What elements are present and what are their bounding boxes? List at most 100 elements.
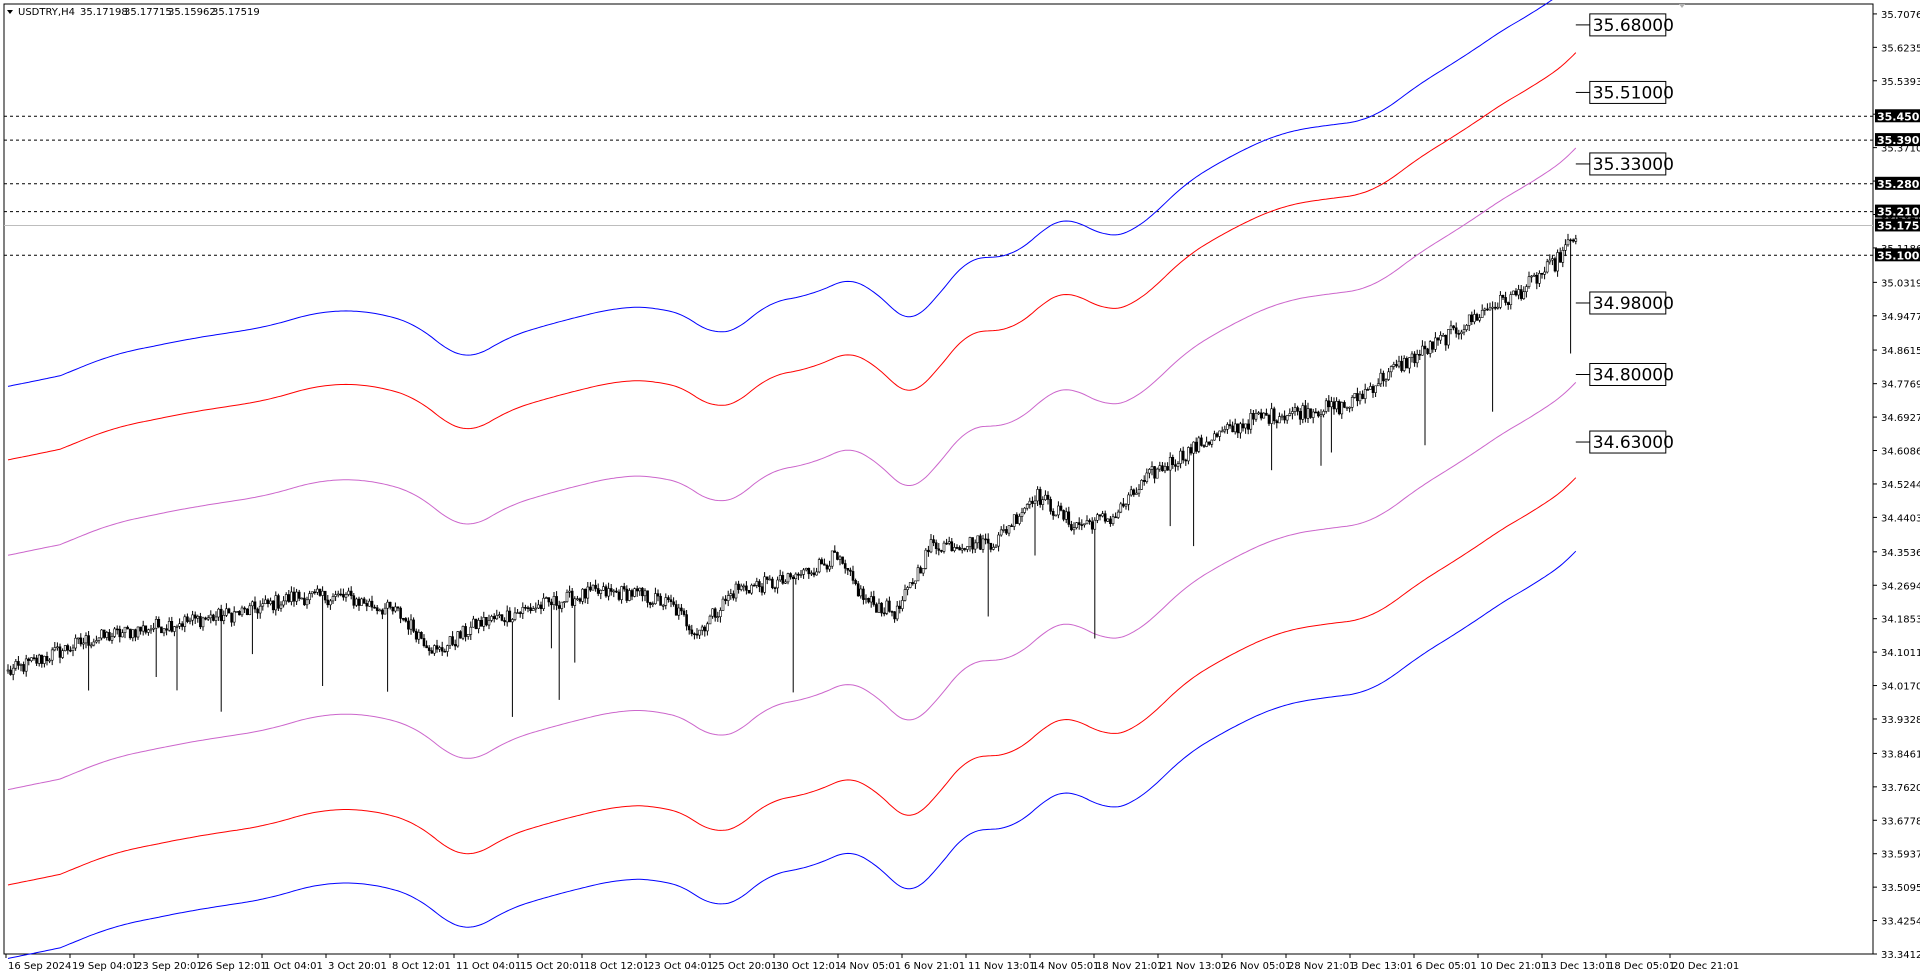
candle-body (781, 575, 785, 584)
candle-body (1215, 433, 1219, 437)
candle-body (877, 602, 881, 613)
candle-body (807, 567, 811, 575)
band-label-text: 34.80000 (1593, 365, 1674, 385)
candle-body (799, 574, 803, 576)
candle-body (422, 638, 426, 647)
candle-body (1150, 466, 1154, 470)
candle-body (521, 606, 525, 614)
candle-body (1405, 358, 1409, 369)
candle-body (1280, 415, 1284, 418)
candle-body (399, 607, 402, 619)
candle-body (9, 669, 12, 675)
candle-body (1486, 308, 1489, 311)
candle-body (776, 579, 779, 589)
candle-body (1343, 402, 1346, 408)
candle-body (656, 593, 660, 597)
candle-body (890, 611, 894, 613)
band-price-labels: 35.68000 35.51000 35.33000 34.98000 34.80000… (1575, 13, 1674, 454)
band-label-text: 35.51000 (1593, 83, 1674, 103)
candle-body (1239, 423, 1242, 434)
candle-body (812, 572, 816, 576)
candle-body (316, 588, 319, 593)
candle-body (752, 584, 756, 587)
band-label-box (1589, 80, 1667, 104)
candle-body (1272, 408, 1276, 422)
candle-body (118, 628, 122, 638)
candle-body (1205, 441, 1208, 447)
candle-body (945, 542, 948, 545)
candle-body (856, 583, 860, 597)
dropdown-triangle-icon[interactable] (7, 10, 13, 14)
candle-body (1275, 420, 1279, 424)
candle-body (1519, 289, 1523, 299)
candle-body (576, 598, 579, 601)
candle-body (888, 600, 891, 612)
candle-body (747, 589, 751, 594)
candle-body (264, 599, 267, 605)
candle-body (427, 647, 431, 651)
candle-body (1535, 274, 1539, 284)
candle-body (1304, 405, 1307, 419)
candle-body (1439, 334, 1442, 341)
candle-body (1005, 529, 1008, 534)
candle-body (981, 538, 985, 550)
band-label-text: 35.68000 (1593, 16, 1674, 36)
candle-body (1067, 511, 1071, 525)
candle-body (375, 607, 379, 611)
x-tick-label: 30 Oct 12:01 (776, 961, 841, 972)
candle-body (843, 563, 847, 569)
candle-body (357, 598, 361, 606)
candle-body (997, 534, 1000, 547)
current-price-tag: 35.17519 (1875, 218, 1920, 232)
x-tick-label: 11 Oct 04:01 (456, 961, 521, 972)
candle-body (690, 629, 694, 635)
candle-body (1194, 441, 1198, 452)
candle-body (664, 597, 668, 606)
candle-body (750, 584, 753, 594)
candle-body (563, 601, 566, 603)
candle-body (880, 602, 883, 614)
level-price-tag: 35.10000 (1875, 248, 1920, 262)
lower-inner-band (7, 382, 1577, 791)
candle-body (1408, 357, 1411, 369)
level-tag-bg (1875, 109, 1920, 123)
shift-marker-icon[interactable] (1679, 4, 1685, 8)
candle-body (1356, 393, 1359, 402)
level-tag-bg (1875, 176, 1920, 190)
candle-body (89, 644, 93, 647)
candle-body (586, 586, 590, 599)
candle-body (1324, 400, 1328, 412)
candle-body (1033, 500, 1037, 504)
y-tick-label: 34.69275 (1881, 413, 1920, 424)
candle-body (973, 542, 977, 550)
candle-body (1171, 456, 1175, 465)
candle-body (495, 614, 499, 620)
candle-body (932, 539, 935, 544)
candle-body (794, 573, 798, 579)
candle-body (440, 647, 444, 652)
candle-body (472, 618, 475, 628)
candle-body (786, 573, 790, 583)
candle-body (966, 546, 969, 550)
candle-body (417, 631, 421, 640)
candle-body (479, 619, 483, 627)
candle-body (755, 581, 759, 586)
candle-body (92, 641, 96, 646)
candle-body (716, 616, 720, 619)
upper-inner-band (7, 147, 1577, 556)
y-tick-label: 34.01700 (1881, 682, 1920, 693)
candle-body (438, 647, 441, 650)
candle-body (599, 589, 603, 594)
candle-body (654, 593, 657, 604)
candle-body (193, 614, 197, 619)
candle-body (1192, 441, 1195, 454)
candle-body (487, 620, 491, 626)
candle-body (1556, 252, 1559, 272)
candle-body (685, 614, 688, 627)
x-tick-label: 8 Oct 12:01 (392, 961, 451, 972)
candle-body (1491, 306, 1494, 309)
candle-body (659, 595, 662, 606)
candle-body (1514, 290, 1518, 296)
candle-body (1046, 494, 1050, 500)
